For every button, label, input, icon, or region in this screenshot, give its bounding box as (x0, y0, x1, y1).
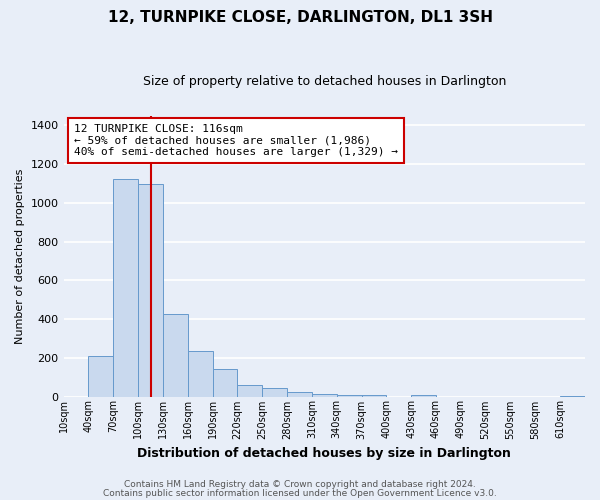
Text: 12 TURNPIKE CLOSE: 116sqm
← 59% of detached houses are smaller (1,986)
40% of se: 12 TURNPIKE CLOSE: 116sqm ← 59% of detac… (74, 124, 398, 157)
X-axis label: Distribution of detached houses by size in Darlington: Distribution of detached houses by size … (137, 447, 511, 460)
Bar (238, 385, 262, 396)
Bar (188, 351, 212, 397)
Bar (88, 356, 113, 397)
Bar (287, 392, 312, 396)
Bar (138, 184, 163, 396)
Bar (113, 180, 138, 396)
Bar (411, 394, 436, 396)
Text: Contains public sector information licensed under the Open Government Licence v3: Contains public sector information licen… (103, 488, 497, 498)
Y-axis label: Number of detached properties: Number of detached properties (15, 168, 25, 344)
Bar (362, 394, 386, 396)
Text: Contains HM Land Registry data © Crown copyright and database right 2024.: Contains HM Land Registry data © Crown c… (124, 480, 476, 489)
Bar (337, 394, 362, 396)
Bar (163, 314, 188, 396)
Bar (212, 370, 238, 396)
Text: 12, TURNPIKE CLOSE, DARLINGTON, DL1 3SH: 12, TURNPIKE CLOSE, DARLINGTON, DL1 3SH (107, 10, 493, 25)
Bar (312, 394, 337, 396)
Bar (262, 388, 287, 396)
Title: Size of property relative to detached houses in Darlington: Size of property relative to detached ho… (143, 75, 506, 88)
